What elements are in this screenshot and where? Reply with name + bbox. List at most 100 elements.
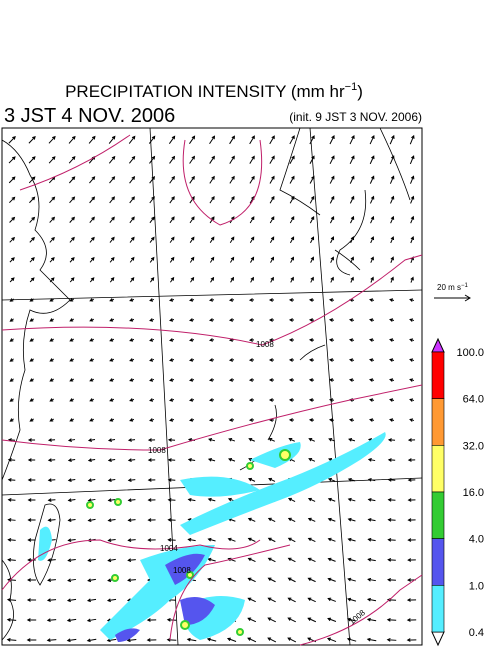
colorbar-over	[431, 337, 445, 353]
wind-arrow	[69, 378, 75, 382]
wind-arrow	[89, 176, 96, 184]
wind-arrow	[288, 298, 295, 302]
colorbar-segment	[431, 538, 445, 586]
wind-arrow	[9, 257, 15, 263]
wind-arrow	[169, 318, 175, 322]
wind-arrow	[8, 136, 16, 144]
wind-arrow	[127, 478, 136, 482]
wind-arrow	[109, 338, 115, 342]
wind-arrow	[410, 195, 415, 204]
wind-arrow	[268, 318, 275, 322]
wind-arrow	[109, 298, 115, 302]
wind-arrow	[169, 418, 175, 422]
wind-arrow	[409, 378, 415, 382]
wind-arrow	[7, 558, 16, 562]
wind-arrow	[327, 597, 336, 602]
wind-arrow	[348, 318, 355, 322]
wind-arrow	[69, 277, 75, 283]
wind-arrow	[327, 617, 337, 622]
wind-arrow	[86, 638, 97, 643]
wind-arrow	[367, 517, 376, 522]
wind-arrow	[288, 438, 295, 442]
wind-arrow	[47, 578, 56, 583]
wind-arrow	[347, 557, 356, 562]
wind-arrow	[269, 236, 275, 244]
wind-arrow	[69, 298, 75, 302]
wind-arrow	[330, 256, 334, 263]
colorbar-label: 4.0	[469, 534, 484, 546]
wind-arrow	[307, 597, 316, 603]
wind-arrow	[49, 338, 54, 342]
wind-arrow	[27, 558, 36, 562]
wind-arrow	[308, 398, 315, 402]
precip-heavy	[86, 449, 291, 636]
wind-arrow	[370, 236, 375, 244]
wind-arrow	[247, 537, 256, 542]
wind-arrow	[66, 638, 77, 643]
isobar-label: 1008	[173, 566, 191, 575]
wind-arrow	[208, 418, 215, 422]
wind-arrow	[109, 398, 115, 402]
wind-arrow	[27, 498, 36, 502]
wind-arrow	[127, 558, 136, 563]
wind-arrow	[89, 216, 95, 224]
wind-arrow	[107, 518, 116, 523]
wind-arrow	[248, 418, 255, 422]
wind-arrow	[369, 134, 375, 145]
wind-arrow	[209, 135, 216, 145]
wind-arrow	[149, 418, 155, 422]
wind-arrow	[227, 537, 236, 542]
wind-arrow	[166, 638, 177, 642]
wind-arrow	[189, 378, 195, 382]
wind-arrow	[390, 276, 394, 283]
wind-arrow	[268, 398, 275, 402]
wind-arrow	[9, 196, 16, 204]
wind-arrow	[248, 298, 255, 302]
wind-arrow	[208, 378, 215, 382]
wind-arrow	[169, 298, 175, 302]
wind-arrow	[69, 196, 76, 204]
wind-arrow	[167, 498, 176, 502]
colorbar-label: 0.4	[469, 627, 484, 639]
wind-arrow	[387, 518, 396, 522]
wind-arrow	[48, 156, 56, 164]
wind-arrow	[189, 236, 195, 243]
wind-arrow	[68, 135, 76, 144]
wind-arrow	[409, 338, 415, 342]
wind-arrow	[89, 418, 95, 422]
wind-arrow	[69, 236, 75, 243]
wind-arrow	[268, 438, 275, 442]
wind-arrow	[128, 135, 136, 144]
wind-arrow	[67, 498, 76, 503]
wind-arrow	[269, 195, 275, 204]
wind-arrow	[330, 236, 335, 244]
wind-arrow	[207, 457, 216, 462]
wind-arrow	[67, 458, 76, 462]
wind-arrow	[229, 236, 235, 244]
wind-arrow	[328, 398, 335, 402]
wind-arrow	[147, 498, 156, 502]
wind-arrow	[26, 618, 37, 622]
wind-arrow	[87, 578, 96, 583]
wind-arrow	[287, 517, 296, 523]
wind-arrow	[109, 277, 115, 283]
wind-arrow	[366, 597, 377, 602]
wind-arrow	[389, 358, 395, 362]
wind-arrow	[289, 175, 295, 184]
wind-arrow	[308, 378, 315, 382]
colorbar-label: 32.0	[463, 440, 484, 452]
wind-arrow	[268, 298, 275, 302]
wind-arrow	[269, 216, 275, 224]
wind-arrow	[329, 155, 335, 165]
wind-arrow	[26, 638, 37, 642]
colorbar-segment	[431, 585, 445, 633]
wind-arrow	[107, 558, 116, 563]
wind-arrow	[9, 277, 15, 283]
wind-arrow	[87, 458, 96, 462]
wind-arrow	[247, 617, 257, 623]
wind-arrow	[29, 196, 36, 204]
wind-arrow	[226, 637, 237, 642]
init-time: (init. 9 JST 3 NOV. 2006)	[289, 110, 422, 124]
wind-arrow	[289, 216, 295, 224]
